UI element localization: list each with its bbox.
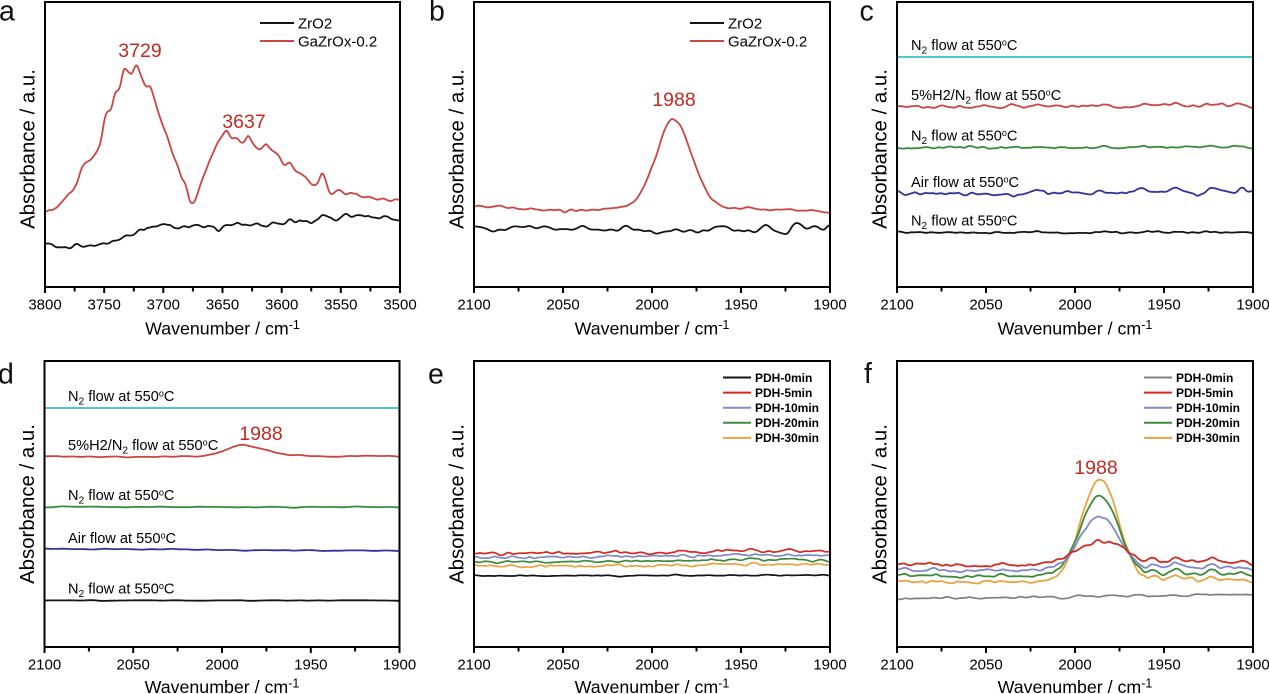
svg-text:ZrO2: ZrO2	[298, 16, 332, 33]
svg-text:2000: 2000	[635, 657, 668, 674]
svg-text:1950: 1950	[294, 657, 327, 674]
svg-text:1950: 1950	[1147, 297, 1180, 314]
svg-text:2100: 2100	[880, 657, 913, 674]
svg-text:2050: 2050	[969, 657, 1002, 674]
svg-text:Wavenumber / cm-1: Wavenumber / cm-1	[575, 318, 730, 339]
svg-text:N2 flow at 550oC: N2 flow at 550oC	[911, 38, 1017, 57]
svg-text:3600: 3600	[265, 297, 298, 314]
svg-text:ZrO2: ZrO2	[728, 16, 762, 33]
svg-text:Air flow at 550oC: Air flow at 550oC	[68, 531, 176, 548]
svg-text:f: f	[864, 358, 872, 390]
svg-text:N2 flow at 550oC: N2 flow at 550oC	[68, 581, 174, 600]
svg-text:2000: 2000	[1058, 657, 1091, 674]
svg-text:3800: 3800	[28, 297, 61, 314]
svg-text:Wavenumber / cm-1: Wavenumber / cm-1	[145, 318, 300, 339]
svg-text:N2 flow at 550oC: N2 flow at 550oC	[911, 128, 1017, 147]
svg-text:1950: 1950	[724, 657, 757, 674]
svg-text:2050: 2050	[546, 657, 579, 674]
svg-text:2050: 2050	[117, 657, 150, 674]
svg-text:3550: 3550	[324, 297, 357, 314]
svg-text:3750: 3750	[88, 297, 121, 314]
svg-text:1988: 1988	[1074, 457, 1117, 479]
svg-text:2050: 2050	[969, 297, 1002, 314]
svg-text:2100: 2100	[457, 657, 490, 674]
svg-text:3700: 3700	[147, 297, 180, 314]
svg-text:PDH-10min: PDH-10min	[1176, 401, 1240, 415]
svg-text:3650: 3650	[206, 297, 239, 314]
svg-text:PDH-5min: PDH-5min	[755, 386, 812, 400]
svg-text:b: b	[429, 0, 445, 28]
svg-text:PDH-0min: PDH-0min	[1176, 371, 1233, 385]
svg-text:1988: 1988	[239, 423, 282, 445]
svg-text:N2 flow at 550oC: N2 flow at 550oC	[68, 488, 174, 507]
svg-text:GaZrOx-0.2: GaZrOx-0.2	[728, 34, 807, 51]
svg-text:1988: 1988	[652, 89, 695, 111]
svg-text:1950: 1950	[1147, 657, 1180, 674]
svg-text:1900: 1900	[383, 657, 416, 674]
svg-text:2100: 2100	[457, 297, 490, 314]
svg-text:1950: 1950	[724, 297, 757, 314]
svg-text:5%H2/N2 flow at 550oC: 5%H2/N2 flow at 550oC	[68, 438, 218, 457]
svg-text:N2 flow at 550oC: N2 flow at 550oC	[911, 213, 1017, 232]
svg-text:e: e	[428, 359, 444, 391]
svg-text:Absorbance / a.u.: Absorbance / a.u.	[870, 69, 892, 229]
svg-text:3729: 3729	[118, 40, 161, 62]
svg-text:Absorbance / a.u.: Absorbance / a.u.	[870, 424, 892, 584]
svg-text:Wavenumber / cm-1: Wavenumber / cm-1	[145, 677, 300, 694]
svg-text:2050: 2050	[546, 297, 579, 314]
svg-text:c: c	[860, 0, 874, 28]
svg-text:Wavenumber / cm-1: Wavenumber / cm-1	[575, 677, 730, 694]
svg-text:1900: 1900	[813, 657, 846, 674]
svg-text:N2 flow at 550oC: N2 flow at 550oC	[68, 389, 174, 408]
svg-text:Absorbance / a.u.: Absorbance / a.u.	[447, 69, 469, 229]
svg-text:PDH-0min: PDH-0min	[755, 371, 812, 385]
svg-text:2100: 2100	[28, 657, 61, 674]
svg-text:a: a	[0, 0, 15, 28]
svg-text:Wavenumber / cm-1: Wavenumber / cm-1	[998, 677, 1153, 694]
svg-text:2100: 2100	[880, 297, 913, 314]
svg-text:Absorbance / a.u.: Absorbance / a.u.	[17, 424, 39, 584]
svg-text:2000: 2000	[1058, 297, 1091, 314]
svg-text:2000: 2000	[635, 297, 668, 314]
svg-text:3637: 3637	[222, 111, 265, 133]
svg-text:d: d	[0, 359, 14, 391]
svg-text:Absorbance / a.u.: Absorbance / a.u.	[447, 424, 469, 584]
svg-text:GaZrOx-0.2: GaZrOx-0.2	[298, 34, 377, 51]
svg-text:Wavenumber / cm-1: Wavenumber / cm-1	[998, 318, 1153, 339]
svg-text:PDH-20min: PDH-20min	[755, 416, 819, 430]
svg-text:Absorbance / a.u.: Absorbance / a.u.	[18, 69, 40, 229]
svg-text:1900: 1900	[1236, 297, 1269, 314]
svg-text:PDH-5min: PDH-5min	[1176, 386, 1233, 400]
svg-text:1900: 1900	[1236, 657, 1269, 674]
svg-text:2000: 2000	[205, 657, 238, 674]
svg-text:PDH-20min: PDH-20min	[1176, 416, 1240, 430]
svg-text:PDH-30min: PDH-30min	[1176, 431, 1240, 445]
svg-text:PDH-10min: PDH-10min	[755, 401, 819, 415]
svg-text:PDH-30min: PDH-30min	[755, 431, 819, 445]
svg-text:3500: 3500	[383, 297, 416, 314]
svg-text:Air flow at 550oC: Air flow at 550oC	[911, 175, 1019, 192]
svg-text:1900: 1900	[813, 297, 846, 314]
svg-text:5%H2/N2 flow at 550oC: 5%H2/N2 flow at 550oC	[911, 88, 1061, 107]
